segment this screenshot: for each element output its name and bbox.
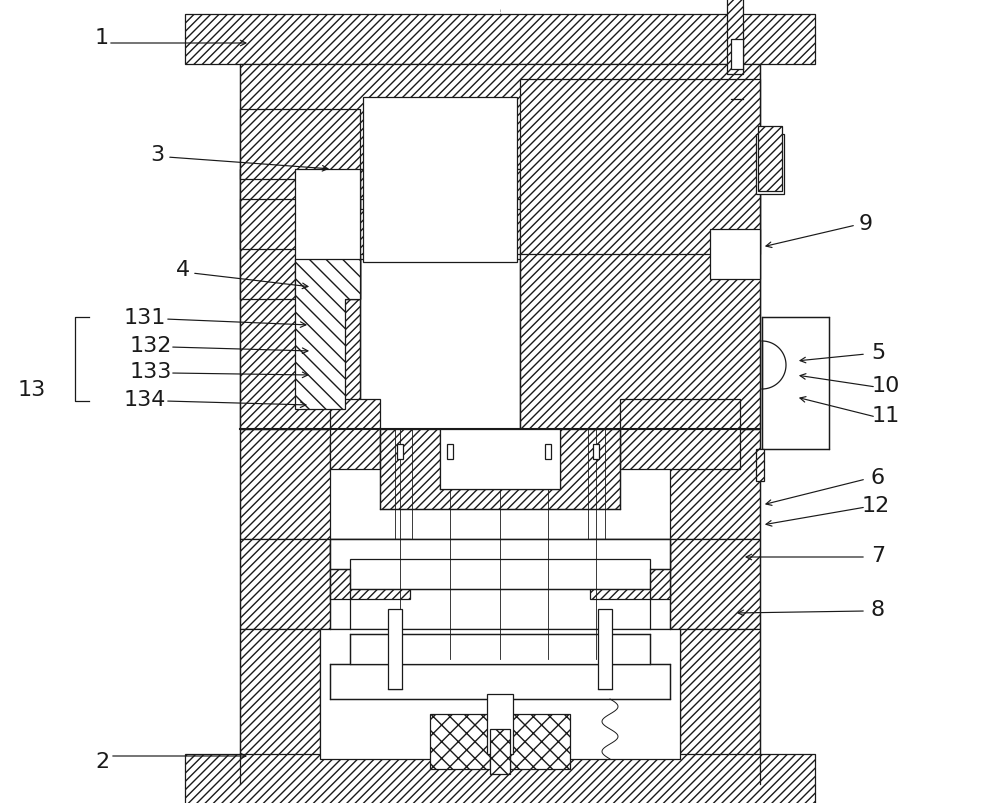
Bar <box>388 609 402 689</box>
Bar <box>240 110 360 180</box>
Text: 133: 133 <box>130 361 172 381</box>
Bar <box>710 230 760 279</box>
Bar <box>440 430 560 489</box>
Bar <box>593 444 599 459</box>
Text: 131: 131 <box>124 308 166 328</box>
Text: 1: 1 <box>95 28 109 48</box>
Text: 10: 10 <box>872 376 900 396</box>
Bar <box>590 540 670 599</box>
Text: 3: 3 <box>150 145 164 165</box>
Bar <box>756 450 764 482</box>
Bar <box>240 65 760 169</box>
Bar <box>380 430 620 509</box>
Bar <box>330 439 670 540</box>
Bar <box>330 400 380 470</box>
Bar <box>240 169 760 430</box>
Bar <box>430 714 490 769</box>
Text: 134: 134 <box>124 389 166 410</box>
Bar <box>680 630 760 784</box>
Bar <box>447 444 453 459</box>
Bar <box>397 444 403 459</box>
Bar <box>295 169 360 300</box>
Text: 2: 2 <box>95 751 109 771</box>
Bar <box>758 127 782 192</box>
Text: 7: 7 <box>871 545 885 565</box>
Bar <box>360 200 520 430</box>
Bar <box>363 98 517 263</box>
Bar <box>731 40 743 70</box>
Text: 8: 8 <box>871 599 885 619</box>
Bar <box>520 80 760 255</box>
Bar <box>240 430 760 540</box>
Bar <box>510 714 570 769</box>
Bar <box>490 729 510 774</box>
Bar <box>330 540 670 569</box>
Bar <box>240 540 760 630</box>
Text: 13: 13 <box>18 380 46 400</box>
Bar <box>330 664 670 699</box>
Bar <box>330 544 670 630</box>
Bar <box>487 694 513 754</box>
Bar <box>240 200 360 250</box>
Bar <box>240 630 320 784</box>
Bar <box>598 609 612 689</box>
Bar <box>320 630 680 759</box>
Bar <box>350 560 650 589</box>
Bar <box>756 135 784 195</box>
Text: 132: 132 <box>130 336 172 356</box>
Bar <box>762 318 829 450</box>
Text: 4: 4 <box>176 259 190 279</box>
Text: 12: 12 <box>862 495 890 516</box>
Bar <box>727 0 743 75</box>
Text: 11: 11 <box>872 406 900 426</box>
Bar <box>185 754 815 803</box>
Bar <box>620 400 740 470</box>
Bar <box>240 169 360 430</box>
Bar <box>350 634 650 664</box>
Polygon shape <box>295 259 360 410</box>
Text: 6: 6 <box>871 467 885 487</box>
Bar <box>330 540 410 599</box>
Text: 5: 5 <box>871 343 885 362</box>
Bar <box>185 15 815 65</box>
Bar <box>360 210 520 255</box>
Bar <box>545 444 551 459</box>
Bar <box>520 169 760 430</box>
Bar <box>240 169 360 300</box>
Text: 9: 9 <box>859 214 873 234</box>
